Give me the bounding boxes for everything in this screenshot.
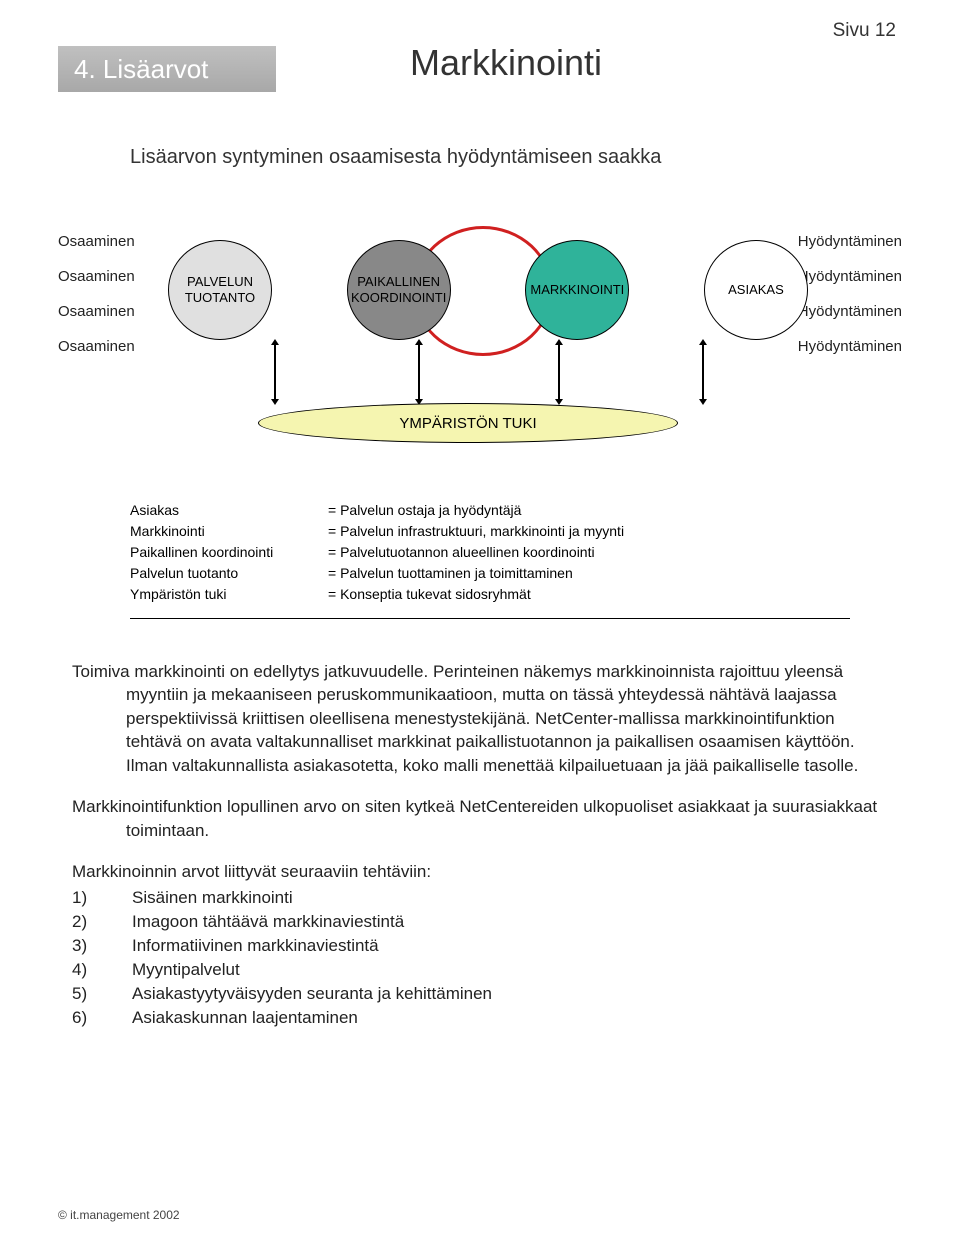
node-paikallinen-koordinointi: PAIKALLINEN KOORDINOINTI [347, 240, 451, 340]
left-label: Osaaminen [58, 298, 135, 325]
list-text: Informatiivinen markkinaviestintä [132, 934, 379, 958]
list-heading: Markkinoinnin arvot liittyvät seuraaviin… [72, 860, 882, 883]
support-label: YMPÄRISTÖN TUKI [399, 415, 536, 432]
definition-desc: = Palvelun ostaja ja hyödyntäjä [328, 500, 521, 521]
arrow-icon [702, 344, 704, 400]
definition-desc: = Konseptia tukevat sidosryhmät [328, 584, 531, 605]
definition-desc: = Palvelutuotannon alueellinen koordinoi… [328, 542, 595, 563]
left-label: Osaaminen [58, 263, 135, 290]
node-asiakas: ASIAKAS [704, 240, 808, 340]
list-number: 1) [72, 886, 132, 910]
list-item: 4)Myyntipalvelut [72, 958, 882, 982]
definition-row: Markkinointi= Palvelun infrastruktuuri, … [130, 521, 624, 542]
page-number: Sivu 12 [833, 20, 896, 42]
definition-term: Asiakas [130, 500, 328, 521]
definition-term: Markkinointi [130, 521, 328, 542]
section-title: 4. Lisäarvot [74, 54, 208, 85]
support-ellipse: YMPÄRISTÖN TUKI [258, 403, 678, 443]
paragraph: Markkinointifunktion lopullinen arvo on … [72, 795, 882, 842]
left-label: Osaaminen [58, 228, 135, 255]
right-label: Hyödyntäminen [798, 298, 902, 325]
definition-row: Asiakas= Palvelun ostaja ja hyödyntäjä [130, 500, 624, 521]
definition-term: Palvelun tuotanto [130, 563, 328, 584]
section-title-bar: 4. Lisäarvot [58, 46, 276, 92]
list-text: Asiakastyytyväisyyden seuranta ja kehitt… [132, 982, 492, 1006]
list-item: 3)Informatiivinen markkinaviestintä [72, 934, 882, 958]
definition-row: Palvelun tuotanto= Palvelun tuottaminen … [130, 563, 624, 584]
subtitle: Lisäarvon syntyminen osaamisesta hyödynt… [130, 146, 661, 169]
right-label: Hyödyntäminen [798, 333, 902, 360]
node-label: PAIKALLINEN KOORDINOINTI [351, 274, 446, 305]
node-label: ASIAKAS [728, 282, 784, 298]
arrow-icon [274, 344, 276, 400]
main-title: Markkinointi [410, 42, 602, 84]
list-number: 6) [72, 1006, 132, 1030]
list-number: 3) [72, 934, 132, 958]
list-item: 2)Imagoon tähtäävä markkinaviestintä [72, 910, 882, 934]
definitions-block: Asiakas= Palvelun ostaja ja hyödyntäjä M… [130, 500, 624, 605]
list-text: Asiakaskunnan laajentaminen [132, 1006, 358, 1030]
arrow-icon [418, 344, 420, 400]
body-text: Toimiva markkinointi on edellytys jatkuv… [72, 660, 882, 1030]
list-item: 6)Asiakaskunnan laajentaminen [72, 1006, 882, 1030]
definition-desc: = Palvelun tuottaminen ja toimittaminen [328, 563, 573, 584]
list-number: 4) [72, 958, 132, 982]
node-label: MARKKINOINTI [530, 282, 624, 298]
list-item: 1)Sisäinen markkinointi [72, 886, 882, 910]
definition-row: Paikallinen koordinointi= Palvelutuotann… [130, 542, 624, 563]
list-item: 5)Asiakastyytyväisyyden seuranta ja kehi… [72, 982, 882, 1006]
numbered-list: 1)Sisäinen markkinointi 2)Imagoon tähtää… [72, 886, 882, 1031]
definition-row: Ympäristön tuki= Konseptia tukevat sidos… [130, 584, 624, 605]
left-labels: Osaaminen Osaaminen Osaaminen Osaaminen [58, 228, 135, 368]
node-markkinointi: MARKKINOINTI [525, 240, 629, 340]
footer-copyright: © it.management 2002 [58, 1208, 180, 1222]
divider [130, 618, 850, 619]
definition-term: Paikallinen koordinointi [130, 542, 328, 563]
right-labels: Hyödyntäminen Hyödyntäminen Hyödyntämine… [798, 228, 902, 368]
node-label: PALVELUN TUOTANTO [185, 274, 255, 305]
definition-term: Ympäristön tuki [130, 584, 328, 605]
list-number: 5) [72, 982, 132, 1006]
left-label: Osaaminen [58, 333, 135, 360]
right-label: Hyödyntäminen [798, 228, 902, 255]
value-chain-diagram: Osaaminen Osaaminen Osaaminen Osaaminen … [58, 228, 902, 468]
node-palvelun-tuotanto: PALVELUN TUOTANTO [168, 240, 272, 340]
right-label: Hyödyntäminen [798, 263, 902, 290]
definition-desc: = Palvelun infrastruktuuri, markkinointi… [328, 521, 624, 542]
list-text: Myyntipalvelut [132, 958, 240, 982]
list-text: Imagoon tähtäävä markkinaviestintä [132, 910, 404, 934]
list-number: 2) [72, 910, 132, 934]
paragraph: Toimiva markkinointi on edellytys jatkuv… [72, 660, 882, 777]
arrow-icon [558, 344, 560, 400]
list-text: Sisäinen markkinointi [132, 886, 293, 910]
